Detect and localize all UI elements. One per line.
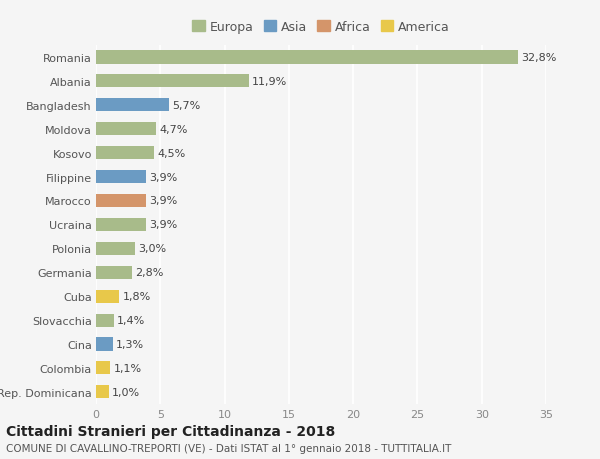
Bar (96, 314, 114, 327)
Text: 1,8%: 1,8% (122, 291, 151, 302)
Text: 4,7%: 4,7% (160, 124, 188, 134)
Bar (96, 195, 146, 207)
Bar (96, 290, 119, 303)
Text: 1,1%: 1,1% (113, 363, 142, 373)
Text: 1,3%: 1,3% (116, 339, 144, 349)
Text: 3,9%: 3,9% (149, 172, 178, 182)
Text: 11,9%: 11,9% (252, 77, 287, 87)
Text: 3,9%: 3,9% (149, 196, 178, 206)
Bar (96, 266, 132, 279)
Text: 32,8%: 32,8% (521, 53, 556, 63)
Bar (96, 123, 157, 136)
Bar (96, 147, 154, 160)
Bar (96, 338, 113, 351)
Text: COMUNE DI CAVALLINO-TREPORTI (VE) - Dati ISTAT al 1° gennaio 2018 - TUTTITALIA.I: COMUNE DI CAVALLINO-TREPORTI (VE) - Dati… (6, 443, 451, 453)
Text: 3,0%: 3,0% (138, 244, 166, 254)
Bar (96, 51, 518, 64)
Text: 5,7%: 5,7% (173, 101, 201, 111)
Bar (96, 362, 110, 375)
Bar (96, 171, 146, 184)
Text: Cittadini Stranieri per Cittadinanza - 2018: Cittadini Stranieri per Cittadinanza - 2… (6, 425, 335, 438)
Legend: Europa, Asia, Africa, America: Europa, Asia, Africa, America (190, 18, 452, 36)
Bar (96, 242, 134, 255)
Text: 1,4%: 1,4% (117, 315, 145, 325)
Text: 2,8%: 2,8% (135, 268, 164, 278)
Bar (96, 99, 169, 112)
Bar (96, 75, 249, 88)
Text: 3,9%: 3,9% (149, 220, 178, 230)
Bar (96, 386, 109, 398)
Bar (96, 218, 146, 231)
Text: 1,0%: 1,0% (112, 387, 140, 397)
Text: 4,5%: 4,5% (157, 148, 185, 158)
